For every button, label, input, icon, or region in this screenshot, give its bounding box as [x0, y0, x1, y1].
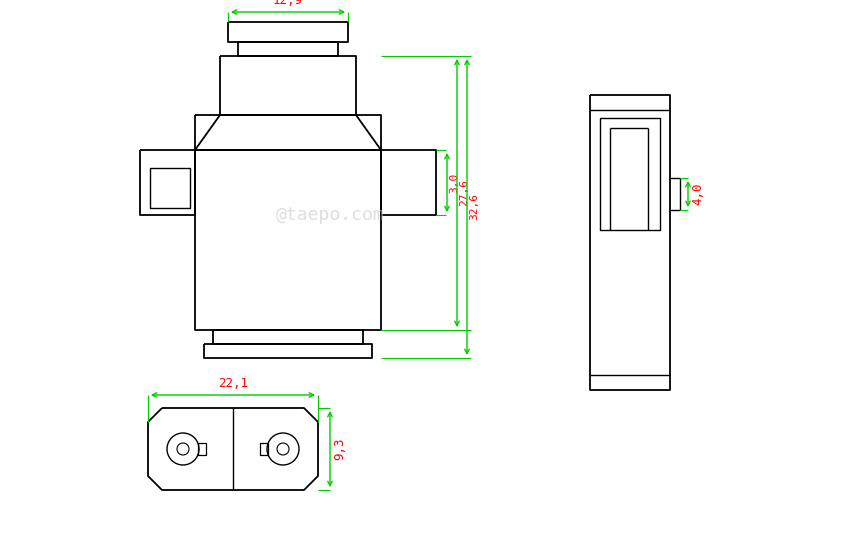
Text: 12,9: 12,9 [273, 0, 303, 7]
Text: @taepo.com: @taepo.com [275, 206, 384, 224]
Text: 22,1: 22,1 [218, 377, 248, 390]
Text: 9,3: 9,3 [333, 438, 346, 460]
Text: 27,6: 27,6 [459, 179, 469, 207]
Text: 32,6: 32,6 [469, 193, 479, 221]
Text: 4,0: 4,0 [691, 183, 704, 205]
Text: 3,0: 3,0 [449, 172, 459, 193]
